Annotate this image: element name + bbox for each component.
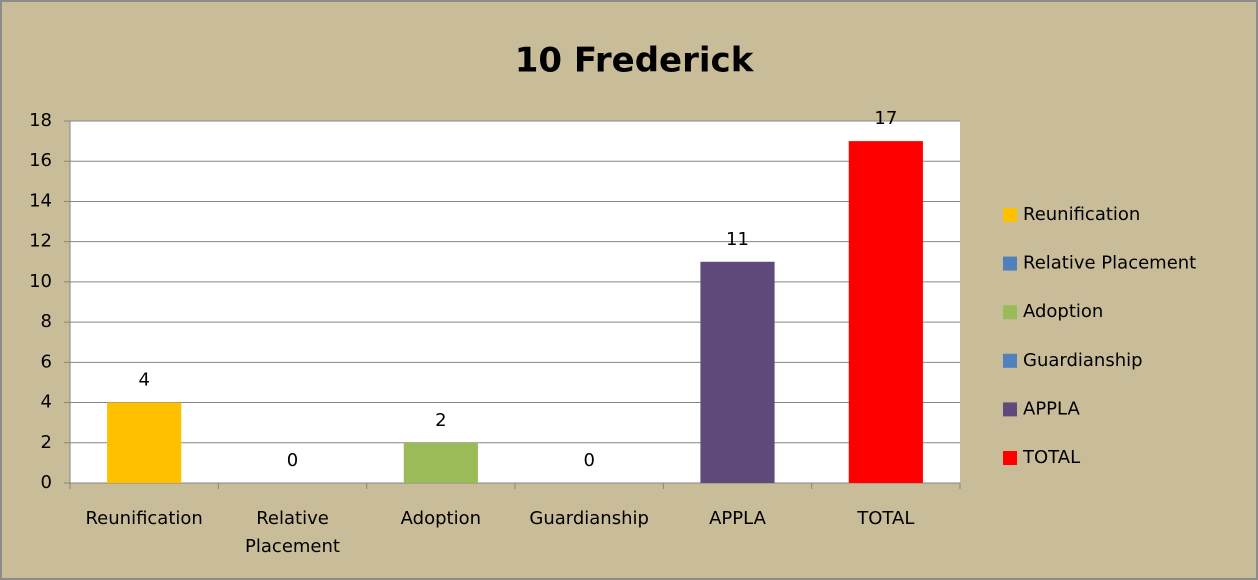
bar	[700, 261, 775, 483]
x-tick-label: TOTAL	[856, 508, 914, 529]
x-tick-label: APPLA	[709, 508, 766, 529]
plot-area	[70, 121, 960, 483]
legend-swatch	[1003, 256, 1017, 271]
data-label: 4	[138, 370, 149, 391]
y-tick-label: 16	[29, 150, 52, 171]
x-tick-label: Adoption	[401, 508, 481, 529]
data-label: 11	[726, 229, 749, 250]
data-label: 17	[874, 108, 897, 129]
legend-swatch	[1003, 353, 1017, 368]
legend-label: APPLA	[1023, 398, 1080, 419]
y-tick-label: 14	[29, 190, 52, 211]
y-tick-label: 6	[41, 351, 52, 372]
legend-swatch	[1003, 305, 1017, 320]
bar	[848, 141, 923, 483]
legend-label: Guardianship	[1023, 350, 1143, 371]
y-tick-label: 10	[29, 271, 52, 292]
legend-label: Adoption	[1023, 301, 1103, 322]
x-tick-label: Reunification	[85, 508, 202, 529]
data-label: 0	[287, 450, 298, 471]
legend-swatch	[1003, 402, 1017, 417]
data-label: 0	[583, 450, 594, 471]
legend-label: Relative Placement	[1023, 253, 1196, 274]
y-tick-label: 8	[41, 311, 52, 332]
bar	[403, 442, 478, 483]
chart-title: 10 Frederick	[515, 41, 755, 81]
data-label: 2	[435, 410, 446, 431]
legend-label: Reunification	[1023, 204, 1140, 225]
legend-swatch	[1003, 451, 1017, 465]
y-tick-label: 2	[41, 432, 52, 453]
x-tick-label: Guardianship	[529, 508, 649, 529]
y-tick-label: 12	[29, 231, 52, 252]
y-tick-label: 0	[41, 472, 52, 493]
x-tick-label: Relative Placement	[245, 508, 340, 557]
legend-label: TOTAL	[1022, 447, 1080, 468]
bar	[107, 402, 182, 483]
y-tick-label: 4	[41, 392, 52, 413]
y-tick-label: 18	[29, 110, 52, 131]
legend-swatch	[1003, 208, 1017, 222]
